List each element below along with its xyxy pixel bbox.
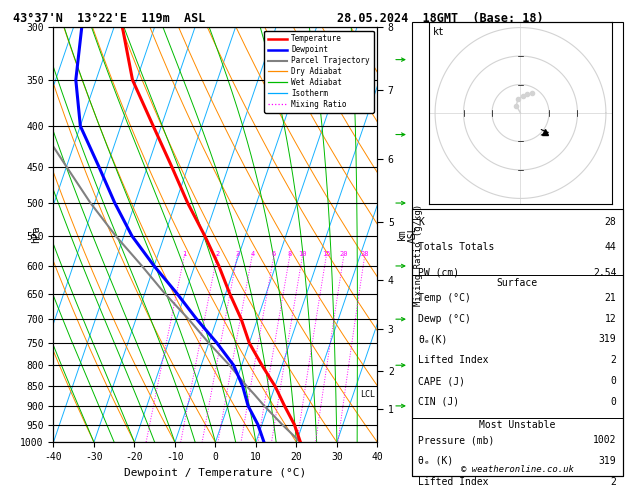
Text: Mixing Ratio (g/kg): Mixing Ratio (g/kg) bbox=[414, 204, 423, 306]
Text: 44: 44 bbox=[604, 243, 616, 252]
Text: CIN (J): CIN (J) bbox=[418, 397, 459, 407]
Text: Surface: Surface bbox=[497, 278, 538, 288]
Text: 28.05.2024  18GMT  (Base: 18): 28.05.2024 18GMT (Base: 18) bbox=[337, 12, 543, 25]
Text: Lifted Index: Lifted Index bbox=[418, 355, 489, 365]
Text: 4: 4 bbox=[250, 251, 255, 257]
Legend: Temperature, Dewpoint, Parcel Trajectory, Dry Adiabat, Wet Adiabat, Isotherm, Mi: Temperature, Dewpoint, Parcel Trajectory… bbox=[264, 31, 374, 113]
Text: 0: 0 bbox=[611, 397, 616, 407]
Text: Dewp (°C): Dewp (°C) bbox=[418, 313, 471, 324]
Text: LCL: LCL bbox=[360, 390, 376, 399]
Y-axis label: km
ASL: km ASL bbox=[396, 226, 418, 243]
Text: 2: 2 bbox=[611, 355, 616, 365]
Text: 8: 8 bbox=[288, 251, 292, 257]
Text: 3: 3 bbox=[235, 251, 240, 257]
Text: Totals Totals: Totals Totals bbox=[418, 243, 494, 252]
Text: 319: 319 bbox=[599, 334, 616, 345]
Text: θₑ (K): θₑ (K) bbox=[418, 456, 454, 466]
Text: 1002: 1002 bbox=[593, 435, 616, 445]
Text: 43°37'N  13°22'E  119m  ASL: 43°37'N 13°22'E 119m ASL bbox=[13, 12, 205, 25]
Text: Temp (°C): Temp (°C) bbox=[418, 293, 471, 303]
Text: Most Unstable: Most Unstable bbox=[479, 420, 555, 431]
Text: CAPE (J): CAPE (J) bbox=[418, 376, 465, 386]
Text: 2: 2 bbox=[611, 477, 616, 486]
Text: hPa: hPa bbox=[31, 226, 41, 243]
Text: 12: 12 bbox=[604, 313, 616, 324]
Text: PW (cm): PW (cm) bbox=[418, 268, 459, 278]
Text: 319: 319 bbox=[599, 456, 616, 466]
Text: 20: 20 bbox=[340, 251, 348, 257]
Text: © weatheronline.co.uk: © weatheronline.co.uk bbox=[461, 465, 574, 473]
Text: 10: 10 bbox=[299, 251, 307, 257]
Text: 28: 28 bbox=[604, 217, 616, 227]
Text: 1: 1 bbox=[182, 251, 187, 257]
Text: 21: 21 bbox=[604, 293, 616, 303]
Text: 6: 6 bbox=[272, 251, 276, 257]
Text: Lifted Index: Lifted Index bbox=[418, 477, 489, 486]
Text: kt: kt bbox=[433, 27, 445, 37]
Text: θₑ(K): θₑ(K) bbox=[418, 334, 448, 345]
Text: K: K bbox=[418, 217, 424, 227]
X-axis label: Dewpoint / Temperature (°C): Dewpoint / Temperature (°C) bbox=[125, 468, 306, 478]
Text: 0: 0 bbox=[611, 376, 616, 386]
Text: 28: 28 bbox=[360, 251, 369, 257]
Text: Pressure (mb): Pressure (mb) bbox=[418, 435, 494, 445]
Text: 15: 15 bbox=[322, 251, 331, 257]
Text: 2: 2 bbox=[215, 251, 220, 257]
Text: 2.54: 2.54 bbox=[593, 268, 616, 278]
